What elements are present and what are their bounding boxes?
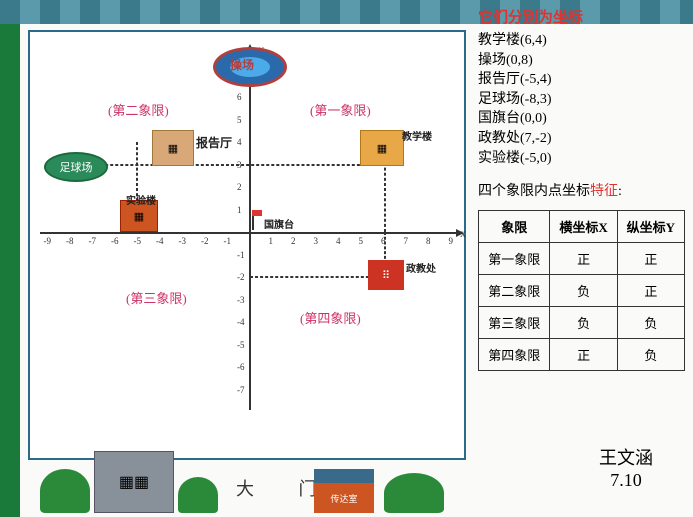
x-tick: -6 [111, 236, 119, 246]
x-tick: 3 [314, 236, 319, 246]
coord-item: 政教处(7,-2) [478, 129, 685, 149]
y-tick: 4 [237, 137, 242, 147]
y-tick: 5 [237, 115, 242, 125]
table-cell: 第三象限 [479, 307, 550, 339]
coord-item: 操场(0,8) [478, 51, 685, 71]
frame-left [0, 24, 20, 517]
table-cell: 正 [550, 243, 617, 275]
table-cell: 正 [617, 275, 684, 307]
table-header: 横坐标X [550, 211, 617, 243]
label-jiaoxue: 教学楼 [402, 128, 432, 143]
table-cell: 第二象限 [479, 275, 550, 307]
table-row: 第四象限正负 [479, 339, 685, 371]
q1-label: (第一象限) [310, 100, 371, 119]
coord-list: 教学楼(6,4)操场(0,8)报告厅(-5,4)足球场(-8,3)国旗台(0,0… [478, 31, 685, 168]
label-baogao: 报告厅 [196, 134, 232, 151]
x-tick: 9 [449, 236, 454, 246]
sub-title: 四个象限内点坐标特征: [478, 180, 685, 200]
label-shiyan: 实验楼 [126, 192, 156, 207]
quadrant-table: 象限横坐标X纵坐标Y 第一象限正正第二象限负正第三象限负负第四象限正负 [478, 210, 685, 371]
y-axis [249, 50, 251, 410]
table-cell: 第四象限 [479, 339, 550, 371]
table-cell: 第一象限 [479, 243, 550, 275]
x-axis-label: x [460, 226, 466, 241]
sig-name: 王文涵 [599, 444, 653, 470]
table-cell: 负 [550, 275, 617, 307]
flag-icon [252, 210, 254, 230]
y-tick: -1 [237, 250, 245, 260]
sig-date: 7.10 [599, 470, 653, 491]
x-tick: 8 [426, 236, 431, 246]
label-caochang: 操场 [230, 56, 254, 73]
zhengjiao-building: ⠿ [368, 260, 404, 290]
y-tick: -7 [237, 385, 245, 395]
table-cell: 正 [617, 243, 684, 275]
coordinate-map: x y -9-8-7-6-5-4-3-2-112345678912345678-… [28, 30, 466, 460]
y-tick: 1 [237, 205, 242, 215]
x-tick: 4 [336, 236, 341, 246]
signature: 王文涵 7.10 [599, 444, 653, 491]
x-tick: 1 [269, 236, 274, 246]
x-tick: -2 [201, 236, 209, 246]
x-tick: -9 [44, 236, 52, 246]
x-tick: -7 [89, 236, 97, 246]
jiaoxue-building: ▦ [360, 130, 404, 166]
x-tick: -8 [66, 236, 74, 246]
coord-item: 教学楼(6,4) [478, 31, 685, 51]
x-tick: -1 [224, 236, 232, 246]
x-tick: -5 [134, 236, 142, 246]
coord-item: 报告厅(-5,4) [478, 70, 685, 90]
zuqiu-field: 足球场 [44, 152, 108, 182]
table-cell: 负 [550, 307, 617, 339]
table-cell: 负 [617, 339, 684, 371]
coord-item: 实验楼(-5,0) [478, 149, 685, 169]
coord-item: 国旗台(0,0) [478, 109, 685, 129]
table-row: 第一象限正正 [479, 243, 685, 275]
table-header: 象限 [479, 211, 550, 243]
y-tick: -6 [237, 362, 245, 372]
y-tick: -4 [237, 317, 245, 327]
y-tick: -5 [237, 340, 245, 350]
label-guoqi: 国旗台 [264, 216, 294, 231]
frame-bottom [20, 469, 460, 517]
table-cell: 正 [550, 339, 617, 371]
y-tick: -3 [237, 295, 245, 305]
table-cell: 负 [617, 307, 684, 339]
coords-title: 它们分别为坐标 [478, 6, 685, 27]
baogao-building: ▦ [152, 130, 194, 166]
table-row: 第二象限负正 [479, 275, 685, 307]
q4-label: (第四象限) [300, 308, 361, 327]
coord-item: 足球场(-8,3) [478, 90, 685, 110]
table-row: 第三象限负负 [479, 307, 685, 339]
q2-label: (第二象限) [108, 100, 169, 119]
dash-line [80, 164, 380, 166]
dash-line [250, 276, 384, 278]
label-zhengjiao: 政教处 [406, 260, 436, 275]
table-header: 纵坐标Y [617, 211, 684, 243]
x-tick: 7 [404, 236, 409, 246]
x-tick: 5 [359, 236, 364, 246]
q3-label: (第三象限) [126, 288, 187, 307]
x-tick: -4 [156, 236, 164, 246]
y-tick: 6 [237, 92, 242, 102]
y-tick: 2 [237, 182, 242, 192]
x-tick: -3 [179, 236, 187, 246]
x-tick: 2 [291, 236, 296, 246]
y-tick: -2 [237, 272, 245, 282]
right-panel: 它们分别为坐标 教学楼(6,4)操场(0,8)报告厅(-5,4)足球场(-8,3… [470, 0, 693, 517]
